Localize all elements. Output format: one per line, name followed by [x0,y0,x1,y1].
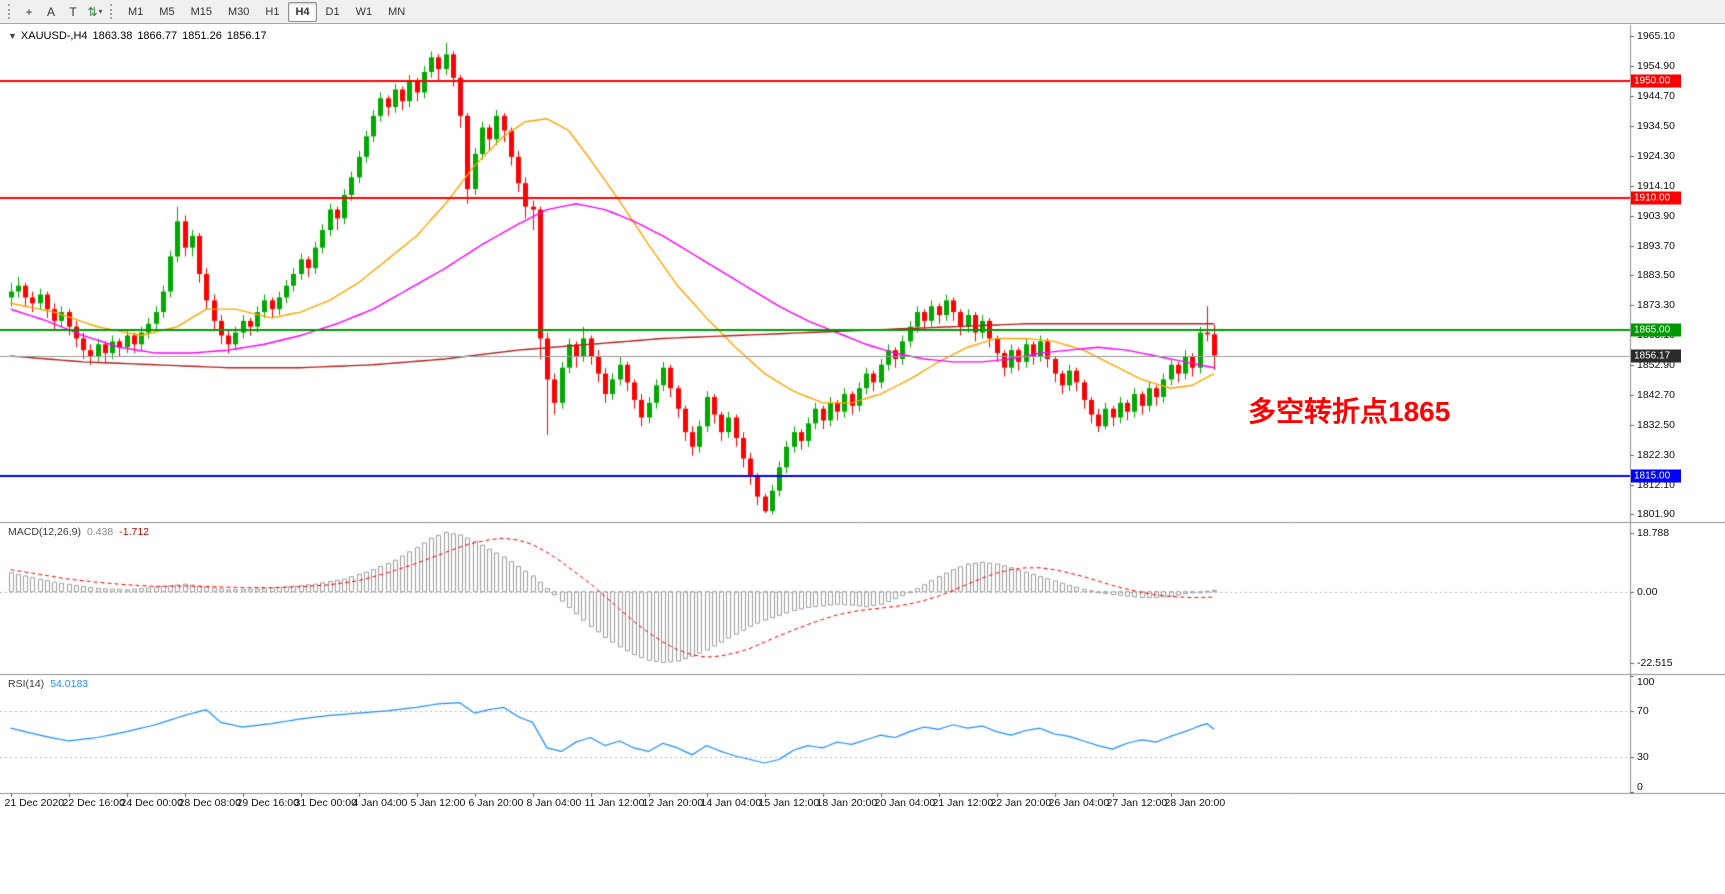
collapse-chart-icon[interactable]: ▼ [8,31,17,41]
chart-title: ▼ XAUUSD-,H4 1863.38 1866.77 1851.26 1856.17 [8,30,272,42]
crosshair-tool-icon: + [25,4,33,19]
macd-indicator-label: MACD(12,26,9) 0.438 -1.712 [8,526,149,538]
text-label-tool-button[interactable]: T [62,1,84,22]
indicators-tool-button[interactable]: ⇅ ▾ [84,1,106,22]
timeframe-button-M30[interactable]: M30 [227,5,250,18]
ohlc-high: 1866.77 [137,30,178,42]
timeframe-button-M15[interactable]: M15 [190,5,212,18]
timeframe-toolbar: M1 M5 M15 M30 H1 H4 D1 W1 MN [120,1,413,22]
ohlc-open: 1863.38 [92,30,133,42]
rsi-name: RSI(14) [8,678,45,690]
timeframe-button-D1[interactable]: D1 [325,5,340,18]
ohlc-close: 1856.17 [226,30,267,42]
timeframe-button-M5[interactable]: M5 [159,5,175,18]
timeframe-button-W1[interactable]: W1 [355,5,373,18]
macd-signal-value: -1.712 [119,526,150,538]
timeframe-button-M1[interactable]: M1 [128,5,144,18]
macd-main-value: 0.438 [86,526,114,538]
text-label-tool-icon: T [69,4,77,19]
toolbar-grip[interactable] [8,4,14,19]
rsi-indicator-label: RSI(14) 54.0183 [8,678,88,690]
chart-symbol-label: XAUUSD-,H4 [20,30,88,42]
dropdown-caret-icon: ▾ [98,7,103,16]
text-tool-button[interactable]: A [40,1,62,22]
crosshair-tool-button[interactable]: + [18,1,40,22]
rsi-value: 54.0183 [50,678,89,690]
toolbar-grip[interactable] [110,4,116,19]
timeframe-button-H1[interactable]: H1 [265,5,280,18]
ohlc-low: 1851.26 [182,30,222,42]
indicators-tool-icon: ⇅ [87,4,98,19]
timeframe-button-H4[interactable]: H4 [288,1,317,22]
chart-annotation-text: 多空转折点1865 [1248,396,1451,427]
macd-name: MACD(12,26,9) [8,526,81,538]
toolbar: + A T ⇅ ▾ M1 M5 M15 M30 H1 H4 D1 W1 MN [0,0,1725,24]
timeframe-button-MN[interactable]: MN [388,5,406,18]
toolbar-tools: + A T ⇅ ▾ [18,1,106,22]
text-tool-icon: A [46,4,55,19]
